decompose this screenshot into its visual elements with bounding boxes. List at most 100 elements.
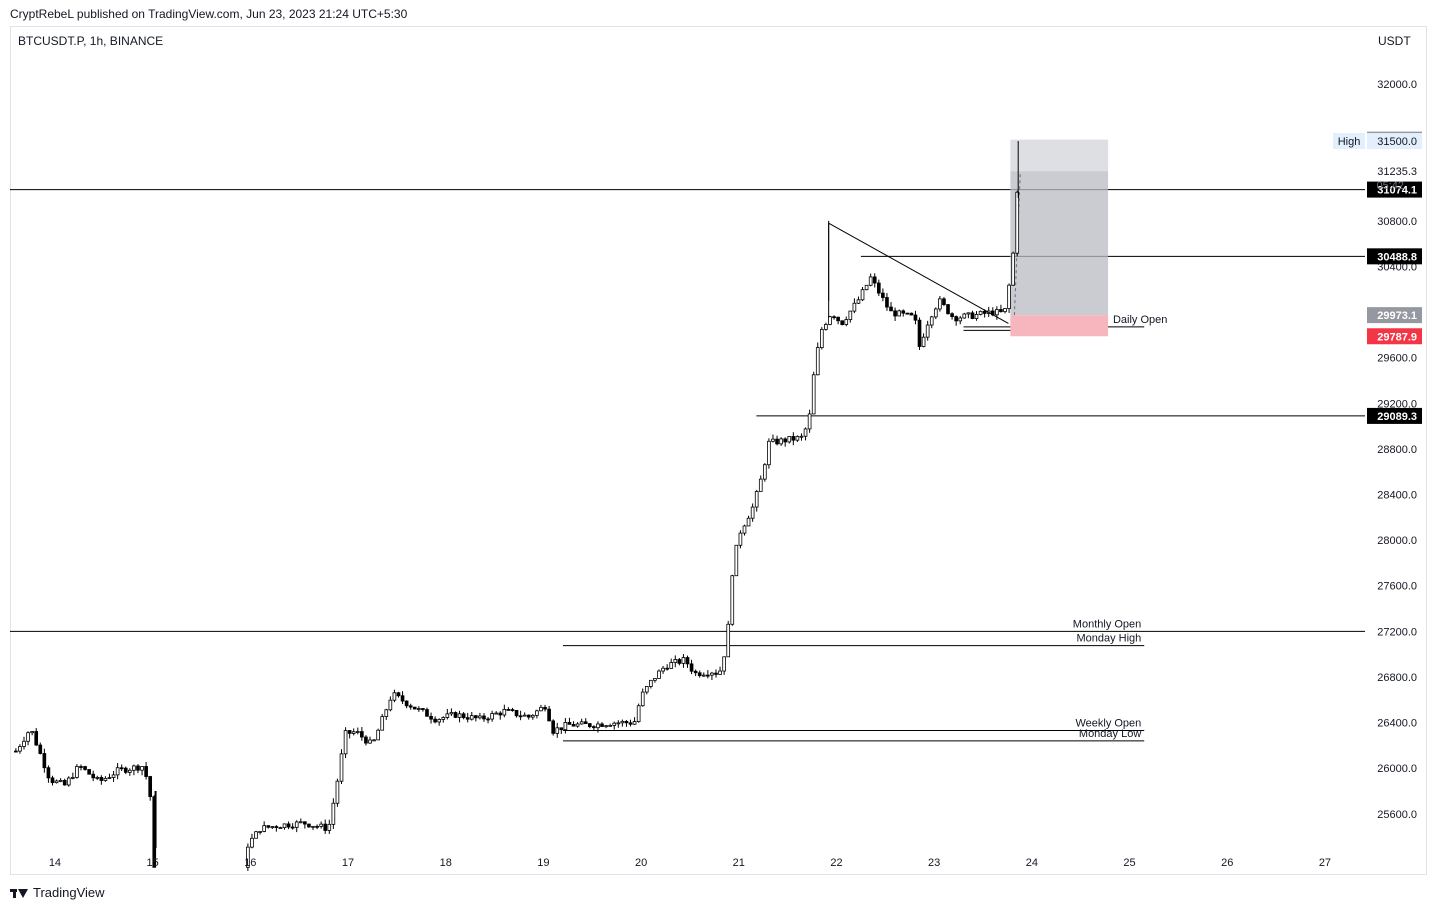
candle [600, 722, 604, 727]
level-annotation: Monday High [1076, 633, 1141, 645]
candle-body [1003, 308, 1007, 313]
candle [628, 719, 633, 727]
candle [307, 823, 311, 828]
candle-body [763, 464, 767, 480]
candle [119, 764, 124, 772]
candle-body [66, 777, 71, 786]
high-tag: High [1338, 136, 1361, 148]
price-label-text: 29787.9 [1377, 331, 1417, 343]
candle [596, 721, 600, 733]
candle-body [530, 714, 535, 718]
candle-body [123, 767, 128, 773]
candle-body [958, 317, 963, 322]
candle [303, 821, 307, 829]
publisher-line: CryptRebeL published on TradingView.com,… [10, 7, 408, 21]
candle [339, 749, 344, 784]
candle-body [758, 478, 763, 492]
x-tick-label: 20 [635, 857, 647, 869]
candle-body [128, 769, 132, 773]
candle-body [697, 672, 702, 677]
candle [498, 711, 503, 720]
candle-body [392, 692, 397, 701]
candle-body [461, 713, 466, 719]
candle [380, 713, 385, 731]
price-labels: 31512.3High31500.031074.130488.829973.12… [1333, 131, 1422, 424]
candle-body [868, 276, 873, 286]
target-zone [1010, 171, 1109, 316]
candle-body [820, 328, 824, 348]
candle [518, 710, 523, 721]
candle-body [412, 706, 417, 710]
price-label-text: 31500.0 [1377, 136, 1417, 148]
candle-body [282, 823, 287, 829]
candle-body [726, 623, 731, 658]
candle [921, 333, 926, 348]
candle-body [677, 659, 682, 664]
candle [616, 720, 621, 728]
chart-frame [10, 26, 1427, 875]
candle [734, 544, 739, 577]
candle-body [111, 774, 116, 778]
triangle-upper-line [828, 222, 1009, 324]
candle-body [258, 831, 262, 833]
footer-brand[interactable]: TradingView [33, 885, 105, 900]
candle-body [628, 722, 633, 725]
price-label-bg [1367, 407, 1422, 424]
candle-body [742, 525, 747, 534]
candle [331, 798, 336, 829]
candle [351, 728, 356, 736]
candle [608, 723, 612, 727]
candle [897, 309, 901, 317]
candle-body [982, 310, 987, 314]
candle [803, 427, 808, 441]
candle-body [42, 753, 47, 769]
candle-body [559, 727, 564, 731]
candle-body [144, 766, 148, 777]
candle-body [893, 310, 897, 317]
candle-body [881, 292, 885, 298]
candle-body [836, 316, 840, 322]
candle [1011, 251, 1015, 286]
candle [706, 670, 710, 679]
candle-body [746, 517, 751, 527]
candle [848, 310, 853, 323]
candle-body [738, 532, 743, 546]
candle [262, 821, 266, 833]
candle-body [722, 656, 726, 672]
price-label-bg [1367, 133, 1422, 150]
candle [494, 711, 499, 715]
candle [742, 524, 747, 536]
candle-body [95, 777, 100, 779]
candle [453, 711, 458, 719]
candle-body [535, 710, 539, 716]
symbol-label[interactable]: BTCUSDT.P, 1h, BINANCE [18, 34, 164, 48]
x-tick-label: 24 [1026, 857, 1038, 869]
candle [502, 704, 507, 718]
candle [978, 310, 983, 316]
candle [433, 716, 437, 724]
candle-body [551, 720, 555, 734]
candle-body [384, 709, 389, 717]
candle-body [925, 324, 930, 338]
price-label: 30488.8 [1367, 248, 1422, 265]
candle [91, 770, 96, 782]
candle-body [319, 823, 323, 827]
candle [970, 310, 975, 320]
candle [530, 714, 535, 720]
candle [144, 761, 148, 780]
candle [323, 819, 328, 834]
candle-body [779, 438, 783, 445]
candle-body [103, 778, 108, 781]
candle [620, 719, 625, 727]
candle-body [649, 679, 653, 687]
candle [14, 748, 18, 753]
candle [653, 678, 657, 683]
candle-body [636, 705, 641, 722]
x-tick-label: 26 [1221, 857, 1233, 869]
candle [746, 515, 751, 527]
candle [148, 775, 153, 801]
candle [384, 708, 389, 720]
candle-body [807, 413, 812, 430]
candle-body [315, 825, 319, 828]
